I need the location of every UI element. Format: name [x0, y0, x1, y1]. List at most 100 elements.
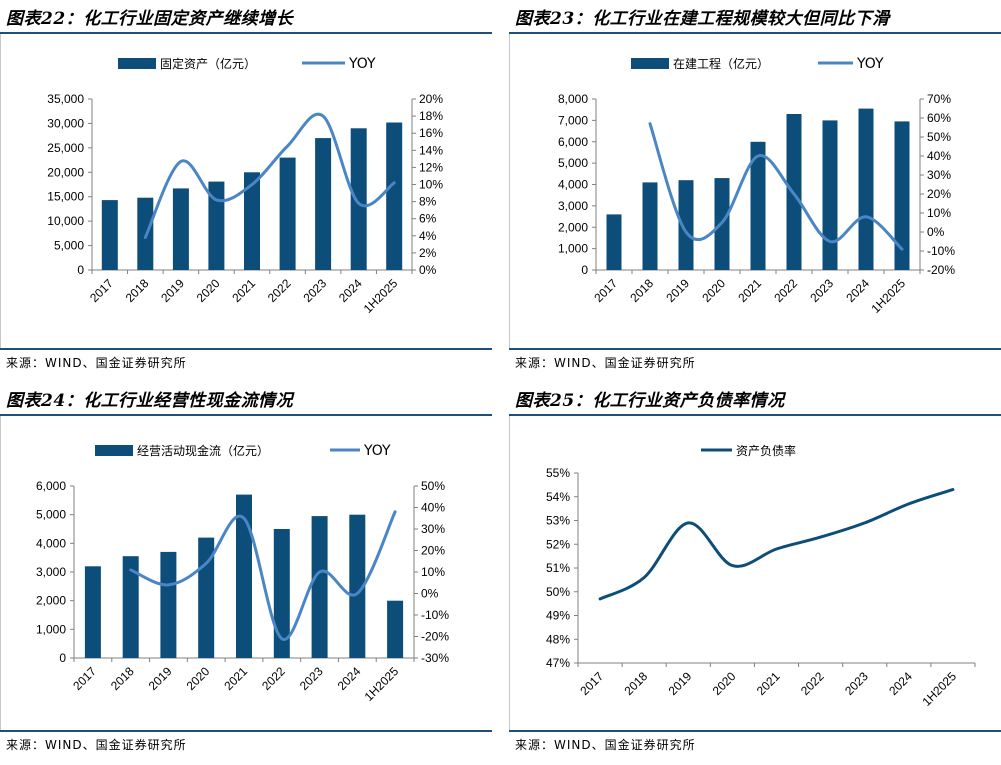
bar — [273, 529, 290, 658]
x-tick-label: 2022 — [265, 276, 294, 305]
right-tick-label: 20% — [927, 187, 951, 201]
x-tick-label: 2018 — [123, 276, 152, 305]
chart-title: 图表24：化工行业经营性现金流情况 — [6, 391, 294, 411]
x-tick-label: 2020 — [710, 669, 739, 698]
source-rule — [509, 348, 1001, 350]
left-tick-label: 2,000 — [36, 594, 66, 608]
right-tick-label: -20% — [927, 263, 955, 277]
chart-fixed-assets: 0 5,000 10,000 15,000 20,000 25,000 30,000 35,0… — [47, 56, 443, 316]
legend-line-label: YOY — [856, 56, 884, 72]
bar — [244, 172, 260, 270]
left-tick-label: 1,000 — [36, 622, 66, 636]
bar — [386, 122, 403, 270]
right-tick-label: 14% — [419, 143, 443, 157]
panel-border — [0, 416, 1, 730]
left-tick-label: 5,000 — [36, 508, 66, 522]
chart-source: 来源：WIND、国金证券研究所 — [515, 356, 696, 370]
bar — [387, 600, 404, 658]
bar — [606, 214, 622, 270]
bar — [315, 138, 332, 270]
chart-source: 来源：WIND、国金证券研究所 — [515, 738, 696, 752]
x-tick-label: 2019 — [146, 664, 175, 693]
left-tick-label: 30,000 — [47, 116, 84, 130]
series-line — [129, 510, 397, 641]
right-tick-label: 50% — [927, 130, 951, 144]
right-tick-label: 0% — [927, 225, 945, 239]
bar — [160, 551, 177, 658]
right-tick-label: 18% — [419, 109, 443, 123]
bar — [349, 514, 366, 658]
right-tick-label: 30% — [927, 168, 951, 182]
left-tick-label: 54% — [546, 490, 570, 504]
chart-source: 来源：WIND、国金证券研究所 — [6, 738, 187, 752]
chart-title: 图表22：化工行业固定资产继续增长 — [6, 9, 294, 29]
right-tick-label: -20% — [421, 630, 449, 644]
source-rule — [509, 730, 1001, 732]
x-tick-label: 1H2025 — [919, 669, 959, 709]
left-tick-label: 3,000 — [36, 565, 66, 579]
chart-panel-construction: 图表23：化工行业在建工程规模较大但同比下滑 0 1,000 2,000 3,000 4… — [509, 0, 1001, 382]
left-tick-label: 5,000 — [558, 156, 588, 170]
left-tick-label: 25,000 — [47, 141, 84, 155]
x-tick-label: 2022 — [798, 669, 827, 698]
legend-bar-label: 在建工程（亿元） — [673, 56, 769, 71]
title-rule — [0, 414, 492, 416]
bar — [122, 556, 139, 658]
bar — [311, 516, 328, 658]
bar — [822, 120, 838, 271]
series-line — [648, 122, 904, 251]
right-tick-label: 30% — [421, 522, 445, 536]
bar — [858, 108, 874, 270]
right-tick-label: 20% — [419, 92, 443, 106]
bar — [172, 188, 189, 270]
x-tick-label: 2020 — [184, 664, 213, 693]
right-tick-label: 20% — [421, 544, 445, 558]
right-tick-label: 10% — [927, 206, 951, 220]
chart-cashflow: 0 1,000 2,000 3,000 4,000 5,000 6,000 -30% -20% -… — [36, 443, 449, 704]
left-tick-label: 51% — [546, 561, 570, 575]
left-tick-label: 0 — [581, 263, 588, 277]
right-tick-label: -10% — [927, 244, 955, 258]
left-tick-label: 52% — [546, 537, 570, 551]
left-tick-label: 3,000 — [558, 199, 588, 213]
chart-title: 图表23：化工行业在建工程规模较大但同比下滑 — [515, 9, 890, 29]
legend-bar-label: 经营活动现金流（亿元） — [137, 443, 269, 458]
right-tick-label: 4% — [419, 229, 437, 243]
bar — [279, 157, 296, 270]
left-tick-label: 4,000 — [36, 536, 66, 550]
chart-debt-ratio: 47% 48% 49% 50% 51% 52% 53% 54% 55% 2017 2018 2019 2… — [546, 443, 976, 709]
right-tick-label: 40% — [927, 149, 951, 163]
x-tick-label: 2023 — [807, 276, 836, 305]
right-tick-label: 10% — [421, 565, 445, 579]
series-line — [143, 112, 396, 239]
x-tick-label: 2019 — [158, 276, 187, 305]
legend-bar-swatch — [118, 58, 156, 69]
bar — [678, 180, 694, 270]
left-tick-label: 0 — [59, 651, 66, 665]
x-tick-label: 2018 — [622, 669, 651, 698]
x-tick-label: 1H2025 — [868, 276, 908, 316]
right-tick-label: -30% — [421, 651, 449, 665]
left-tick-label: 6,000 — [558, 135, 588, 149]
legend-line-label: YOY — [348, 56, 376, 72]
x-tick-label: 2024 — [335, 664, 364, 693]
chart-title: 图表25：化工行业资产负债率情况 — [515, 391, 785, 411]
x-tick-label: 2019 — [663, 276, 692, 305]
x-tick-label: 2020 — [194, 276, 223, 305]
left-tick-label: 0 — [77, 263, 84, 277]
left-tick-label: 2,000 — [558, 220, 588, 234]
left-tick-label: 7,000 — [558, 113, 588, 127]
legend-bar-swatch — [95, 445, 133, 456]
left-tick-label: 20,000 — [47, 165, 84, 179]
left-tick-label: 47% — [546, 656, 570, 670]
x-tick-label: 2022 — [771, 276, 800, 305]
bar — [208, 181, 225, 270]
left-tick-label: 10,000 — [47, 214, 84, 228]
left-tick-label: 53% — [546, 514, 570, 528]
bar — [894, 121, 910, 271]
right-tick-label: 2% — [419, 246, 437, 260]
chart-source: 来源：WIND、国金证券研究所 — [6, 356, 187, 370]
x-tick-label: 2018 — [108, 664, 137, 693]
x-tick-label: 2024 — [886, 669, 915, 698]
series-line — [598, 488, 955, 601]
